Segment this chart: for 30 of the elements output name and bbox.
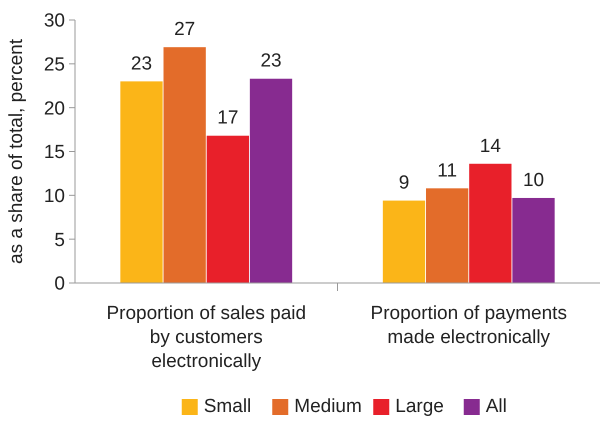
data-label: 14 bbox=[480, 136, 502, 157]
y-tick-label: 30 bbox=[44, 10, 65, 32]
x-tick-label: Proportion of sales paid by customers electronically bbox=[106, 303, 306, 372]
bar bbox=[382, 200, 426, 283]
legend-label: All bbox=[486, 396, 507, 417]
legend-label: Large bbox=[395, 396, 444, 417]
bar bbox=[120, 81, 163, 283]
data-label: 17 bbox=[217, 108, 238, 129]
bar bbox=[250, 78, 292, 283]
bar bbox=[164, 47, 206, 283]
legend-label: Medium bbox=[294, 396, 362, 417]
data-label: 9 bbox=[398, 172, 410, 194]
data-label: 27 bbox=[174, 19, 196, 40]
y-axis-title: as a share of total, percent bbox=[6, 38, 27, 264]
bar bbox=[469, 164, 512, 283]
data-label: 23 bbox=[260, 50, 282, 72]
data-label: 23 bbox=[130, 53, 152, 74]
data-label: 11 bbox=[437, 160, 458, 182]
bar bbox=[206, 136, 249, 283]
y-tick-label: 0 bbox=[54, 274, 65, 295]
bar bbox=[512, 198, 555, 283]
y-tick-label: 5 bbox=[54, 230, 65, 251]
y-tick-label: 20 bbox=[44, 98, 65, 120]
y-tick-label: 10 bbox=[44, 186, 65, 207]
data-label: 10 bbox=[522, 170, 544, 191]
y-tick-label: 25 bbox=[44, 54, 65, 76]
y-tick-label: 15 bbox=[44, 142, 65, 164]
bar bbox=[426, 188, 468, 283]
x-tick-label: Proportion of payments made electronically bbox=[370, 303, 567, 348]
legend-label: Small bbox=[204, 396, 252, 417]
